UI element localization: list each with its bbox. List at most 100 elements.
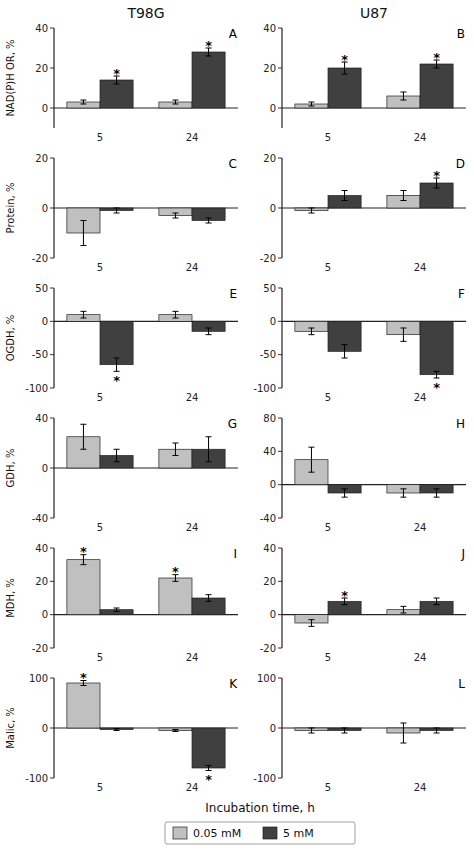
- y-axis: [53, 678, 54, 778]
- error-bar: [172, 311, 178, 318]
- error-bar: [400, 723, 406, 743]
- y-tick-label: -40: [260, 513, 276, 524]
- y-tick-label: 0: [42, 316, 48, 327]
- x-tick-label: 24: [186, 262, 199, 273]
- error-cap: [172, 218, 178, 219]
- y-tick-label: 40: [263, 446, 276, 457]
- error-cap: [206, 436, 212, 437]
- error-cap: [80, 100, 86, 101]
- error-cap: [342, 190, 348, 191]
- error-bar: [434, 598, 440, 605]
- panel: 02040**524BU87: [263, 5, 466, 143]
- panel: -1000100524L: [253, 673, 466, 794]
- y-tick-label: 50: [35, 283, 48, 294]
- error-cap: [400, 92, 406, 93]
- y-tick-label: 100: [257, 673, 276, 684]
- x-tick-label: 24: [414, 782, 427, 793]
- x-tick-label: 24: [414, 132, 427, 143]
- error-cap: [114, 84, 120, 85]
- panel-label: C: [229, 157, 237, 171]
- error-bar: [308, 728, 314, 733]
- y-tick-label: 20: [263, 153, 276, 164]
- x-tick-label: 24: [414, 392, 427, 403]
- y-tick-label: 0: [270, 479, 276, 490]
- panel: -2002040*524J: [260, 543, 466, 664]
- error-cap: [400, 488, 406, 489]
- x-tick-label: 24: [186, 392, 199, 403]
- error-bar: [172, 443, 178, 456]
- panel-label: E: [229, 287, 237, 301]
- error-cap: [400, 743, 406, 744]
- y-tick-label: -20: [32, 643, 48, 654]
- error-cap: [308, 728, 314, 729]
- y-tick-label: 20: [263, 63, 276, 74]
- y-tick-label: -20: [260, 643, 276, 654]
- panel: -20020524CProtein, %: [5, 153, 238, 274]
- y-tick-label: 0: [270, 723, 276, 734]
- y-axis: [281, 548, 282, 648]
- error-bar: [308, 328, 314, 335]
- bar: [67, 560, 100, 615]
- x-tick-label: 24: [186, 782, 199, 793]
- y-axis-label: OGDH, %: [5, 315, 16, 362]
- error-cap: [434, 728, 440, 729]
- error-line: [436, 489, 437, 497]
- y-tick-label: 40: [263, 543, 276, 554]
- error-cap: [80, 318, 86, 319]
- error-cap: [206, 461, 212, 462]
- y-axis: [281, 158, 282, 258]
- error-cap: [80, 245, 86, 246]
- significance-star: *: [80, 670, 87, 685]
- y-tick-label: 40: [263, 23, 276, 34]
- error-line: [403, 92, 404, 100]
- error-bar: [206, 766, 212, 771]
- error-line: [344, 191, 345, 201]
- y-tick-label: -50: [32, 349, 48, 360]
- error-line: [344, 489, 345, 497]
- marks: [295, 178, 453, 213]
- y-axis: [281, 288, 282, 388]
- error-cap: [114, 611, 120, 612]
- error-cap: [206, 223, 212, 224]
- marks: [295, 723, 453, 743]
- y-tick-label: 0: [42, 463, 48, 474]
- error-cap: [400, 723, 406, 724]
- bar: [100, 80, 133, 108]
- error-bar: [172, 100, 178, 104]
- error-line: [311, 102, 312, 106]
- y-axis-label: Malic, %: [5, 707, 16, 749]
- error-bar: [114, 608, 120, 611]
- y-tick-label: 40: [35, 413, 48, 424]
- error-line: [208, 328, 209, 335]
- error-cap: [206, 218, 212, 219]
- marks: [295, 60, 453, 108]
- error-cap: [342, 200, 348, 201]
- significance-star: *: [433, 50, 440, 65]
- bar: [192, 52, 225, 108]
- error-line: [208, 766, 209, 771]
- error-bar: [400, 489, 406, 497]
- significance-star: *: [80, 544, 87, 559]
- error-line: [403, 191, 404, 201]
- x-tick-label: 5: [97, 132, 103, 143]
- marks: [67, 424, 225, 468]
- error-bar: [80, 424, 86, 449]
- error-line: [83, 424, 84, 449]
- panel: -100-50050*524EOGDH, %: [5, 283, 238, 404]
- error-line: [436, 598, 437, 605]
- error-cap: [400, 190, 406, 191]
- panel-label: F: [458, 287, 465, 301]
- error-cap: [400, 200, 406, 201]
- error-line: [344, 728, 345, 733]
- error-line: [83, 221, 84, 246]
- y-tick-label: 20: [35, 63, 48, 74]
- y-axis: [53, 158, 54, 258]
- error-cap: [434, 488, 440, 489]
- error-cap: [308, 472, 314, 473]
- panel-label: K: [229, 677, 238, 691]
- y-tick-label: 0: [270, 316, 276, 327]
- x-tick-label: 5: [97, 262, 103, 273]
- error-bar: [206, 437, 212, 462]
- error-bar: [342, 489, 348, 497]
- error-cap: [434, 68, 440, 69]
